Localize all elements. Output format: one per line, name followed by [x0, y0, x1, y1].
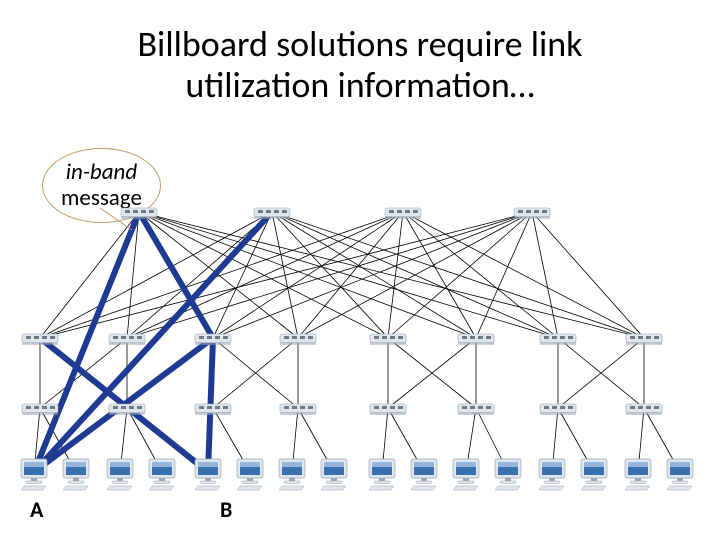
- switch-node: [626, 334, 662, 345]
- label-b: B: [220, 496, 232, 523]
- pc-node: [453, 459, 479, 490]
- switch-node: [195, 334, 231, 345]
- switch-node: [626, 404, 662, 415]
- pc-node: [279, 459, 305, 490]
- switch-node: [540, 334, 576, 345]
- network-diagram: [0, 0, 720, 540]
- pc-node: [195, 459, 221, 490]
- label-a: A: [30, 496, 43, 523]
- switch-node: [109, 404, 145, 415]
- pc-node: [411, 459, 437, 490]
- switch-node: [195, 404, 231, 415]
- switch-node: [540, 404, 576, 415]
- pc-node: [667, 459, 693, 490]
- switch-node: [370, 404, 406, 415]
- pc-node: [237, 459, 263, 490]
- pc-node: [369, 459, 395, 490]
- switch-node: [121, 208, 157, 219]
- pc-node: [495, 459, 521, 490]
- pc-node: [539, 459, 565, 490]
- switch-node: [458, 334, 494, 345]
- switch-node: [280, 404, 316, 415]
- switch-node: [385, 208, 421, 219]
- pc-node: [581, 459, 607, 490]
- switch-node: [458, 404, 494, 415]
- pc-node: [625, 459, 651, 490]
- pc-node: [63, 459, 89, 490]
- switch-node: [22, 404, 58, 415]
- pc-node: [321, 459, 347, 490]
- pc-node: [149, 459, 175, 490]
- pc-node: [107, 459, 133, 490]
- switch-node: [22, 334, 58, 345]
- switch-node: [370, 334, 406, 345]
- switch-node: [280, 334, 316, 345]
- pc-node: [21, 459, 47, 490]
- switch-node: [514, 208, 550, 219]
- switch-node: [109, 334, 145, 345]
- switch-node: [254, 208, 290, 219]
